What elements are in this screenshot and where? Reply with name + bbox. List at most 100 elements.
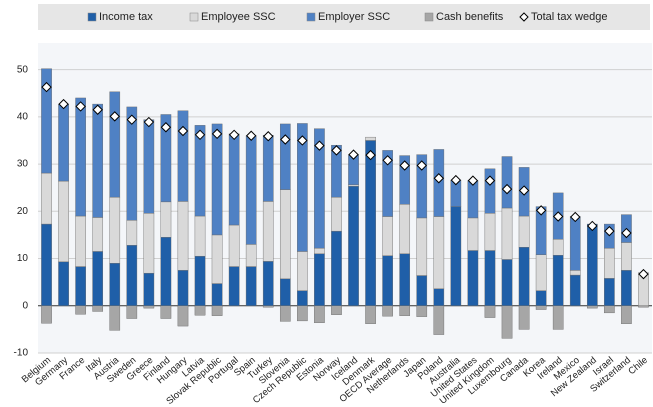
bar-segment (518, 215, 530, 248)
total-marker (382, 155, 393, 166)
bar-segment (194, 305, 206, 316)
bar-segment (382, 150, 393, 217)
total-marker (194, 129, 206, 141)
bar-segment (160, 201, 172, 238)
total-marker (143, 116, 155, 128)
bar-segment (314, 253, 325, 306)
bar-segment (604, 305, 615, 314)
bar-segment (126, 106, 138, 221)
bar-segment (399, 253, 411, 306)
bar-segment (518, 305, 530, 330)
bar-segment (450, 206, 462, 306)
bar-segment (348, 184, 359, 187)
bar-segment (467, 180, 479, 219)
total-marker (399, 160, 410, 171)
bar-segment (535, 305, 547, 310)
bar-segment (279, 305, 291, 322)
legend-background (38, 4, 650, 30)
bar-segment (297, 305, 308, 322)
bar-segment (279, 123, 291, 190)
x-tick-label: Chile (626, 355, 650, 377)
bar-segment (92, 217, 104, 252)
bar-segment (75, 215, 86, 267)
bar-segment (433, 305, 445, 335)
bar-segment (314, 247, 325, 255)
bar-segment (382, 305, 393, 317)
bar-segment (297, 251, 308, 291)
bar-segment (552, 238, 564, 256)
bar-segment (416, 305, 428, 317)
bar-segment (160, 305, 172, 319)
bar-segment (41, 172, 52, 225)
y-tick-label: 30 (17, 159, 29, 170)
total-marker (92, 104, 103, 115)
bar-segment (484, 212, 496, 251)
bar-segment (75, 305, 86, 315)
bar-segment (262, 261, 274, 306)
total-marker (535, 205, 547, 216)
bar-segment (535, 290, 547, 306)
bar-segment (160, 237, 172, 306)
bar-segment (433, 216, 445, 289)
bar-segment (75, 266, 86, 306)
bar-segment (416, 217, 428, 276)
bar-segment (109, 91, 121, 198)
legend-swatch (189, 12, 199, 22)
total-marker (501, 183, 513, 195)
bar-segment (160, 114, 172, 203)
total-marker (41, 81, 52, 93)
legend-label: Cash benefits (436, 11, 504, 23)
bar-segment (126, 245, 138, 306)
bar-segment (501, 305, 513, 339)
total-marker (280, 134, 291, 145)
bar-segment (228, 224, 240, 267)
bar-segment (399, 204, 411, 255)
total-marker (75, 101, 86, 112)
bar-segment (245, 135, 257, 245)
total-marker (160, 122, 172, 133)
bar-segment (75, 97, 86, 217)
bar-segment (211, 234, 223, 284)
bar-segment (382, 255, 393, 306)
bar-segment (143, 272, 155, 306)
bar-segment (501, 259, 513, 306)
bar-segment (382, 216, 393, 256)
bar-segment (331, 305, 342, 315)
total-marker (416, 160, 427, 171)
bar-segment (365, 305, 376, 324)
total-marker (297, 135, 308, 146)
total-marker (263, 131, 274, 142)
total-marker (314, 140, 325, 151)
total-marker (604, 225, 615, 237)
y-tick-label: -10 (14, 348, 29, 359)
total-marker (450, 174, 462, 186)
bar-segment (92, 305, 104, 312)
bar-segment (126, 305, 138, 319)
total-marker (467, 175, 479, 186)
bar-segment (262, 305, 274, 308)
legend-label: Employer SSC (318, 11, 390, 23)
y-tick-label: 40 (17, 111, 29, 122)
bar-segment (211, 305, 223, 316)
bar-segment (399, 305, 411, 316)
bar-segment (433, 288, 445, 306)
bar-segment (331, 196, 342, 232)
total-marker (518, 185, 530, 196)
legend-label: Income tax (99, 11, 153, 23)
bar-segment (194, 125, 206, 217)
bar-segment (348, 186, 359, 306)
bar-segment (569, 274, 581, 306)
bar-segment (297, 290, 308, 306)
bar-segment (58, 180, 69, 263)
total-marker (331, 145, 342, 156)
bar-segment (638, 305, 649, 308)
legend-marker (519, 12, 529, 22)
bar-segment (621, 242, 632, 271)
bar-segment (194, 255, 206, 306)
total-marker (109, 111, 120, 122)
bar-segment (501, 207, 513, 260)
bar-segment (518, 247, 530, 306)
bar-segment (41, 68, 52, 174)
bar-segment (604, 247, 615, 279)
